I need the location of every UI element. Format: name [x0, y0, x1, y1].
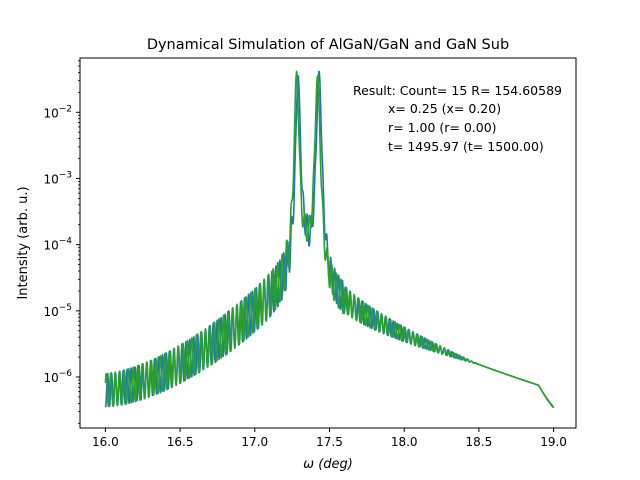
x-axis-label: ω (deg) — [303, 457, 353, 472]
y-tick-label: 10−2 — [43, 104, 72, 120]
annotation-line-4: t= 1495.97 (t= 1500.00) — [388, 139, 544, 154]
x-tick-label: 18.0 — [391, 435, 418, 449]
result-annotation: Result: Count= 15 R= 154.60589 x= 0.25 (… — [353, 83, 562, 154]
annotation-line-1: Result: Count= 15 R= 154.60589 — [353, 83, 562, 98]
annotation-line-2: x= 0.25 (x= 0.20) — [388, 101, 501, 116]
x-tick-label: 17.5 — [316, 435, 343, 449]
y-tick-label: 10−5 — [43, 303, 72, 319]
annotation-line-3: r= 1.00 (r= 0.00) — [388, 120, 497, 135]
x-tick-label: 17.0 — [241, 435, 268, 449]
series-line-fit — [104, 70, 555, 409]
x-tick-label: 18.5 — [466, 435, 493, 449]
chart-title: Dynamical Simulation of AlGaN/GaN and Ga… — [147, 37, 509, 53]
y-tick-label: 10−3 — [43, 170, 72, 186]
y-tick-label: 10−6 — [43, 369, 72, 385]
x-tick-label: 16.5 — [167, 435, 194, 449]
plot-frame — [79, 57, 577, 429]
y-tick-label: 10−4 — [43, 237, 72, 253]
x-tick-label: 16.0 — [92, 435, 119, 449]
y-axis-label: Intensity (arb. u.) — [16, 186, 31, 299]
x-tick-label: 19.0 — [540, 435, 567, 449]
